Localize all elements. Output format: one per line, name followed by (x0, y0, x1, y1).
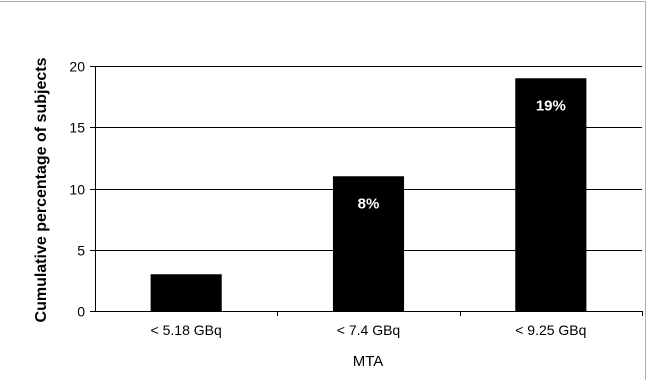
bar-1 (150, 274, 222, 311)
y-tick-label: 20 (69, 59, 85, 75)
x-tick-label: < 9.25 GBq (515, 322, 586, 338)
x-tick-label: < 7.4 GBq (337, 322, 400, 338)
data-label-3: 19% (536, 97, 566, 114)
y-tick-label: 5 (77, 243, 85, 259)
x-tick-label: < 5.18 GBq (151, 322, 222, 338)
y-tick-labels: 0 5 10 15 20 (69, 59, 85, 320)
axes (90, 66, 643, 316)
data-labels: 8% 19% (358, 97, 566, 212)
y-tick-label: 0 (77, 304, 85, 320)
x-tick-labels: < 5.18 GBq < 7.4 GBq < 9.25 GBq (151, 322, 587, 338)
y-tick-label: 15 (69, 120, 85, 136)
bar-3 (515, 78, 587, 311)
x-axis-title: MTA (353, 353, 384, 370)
bar-2 (332, 176, 405, 311)
y-tick-label: 10 (69, 182, 85, 198)
y-axis-title: Cumulative percentage of subjects (33, 57, 50, 322)
bars (150, 78, 587, 311)
data-label-2: 8% (358, 195, 380, 212)
